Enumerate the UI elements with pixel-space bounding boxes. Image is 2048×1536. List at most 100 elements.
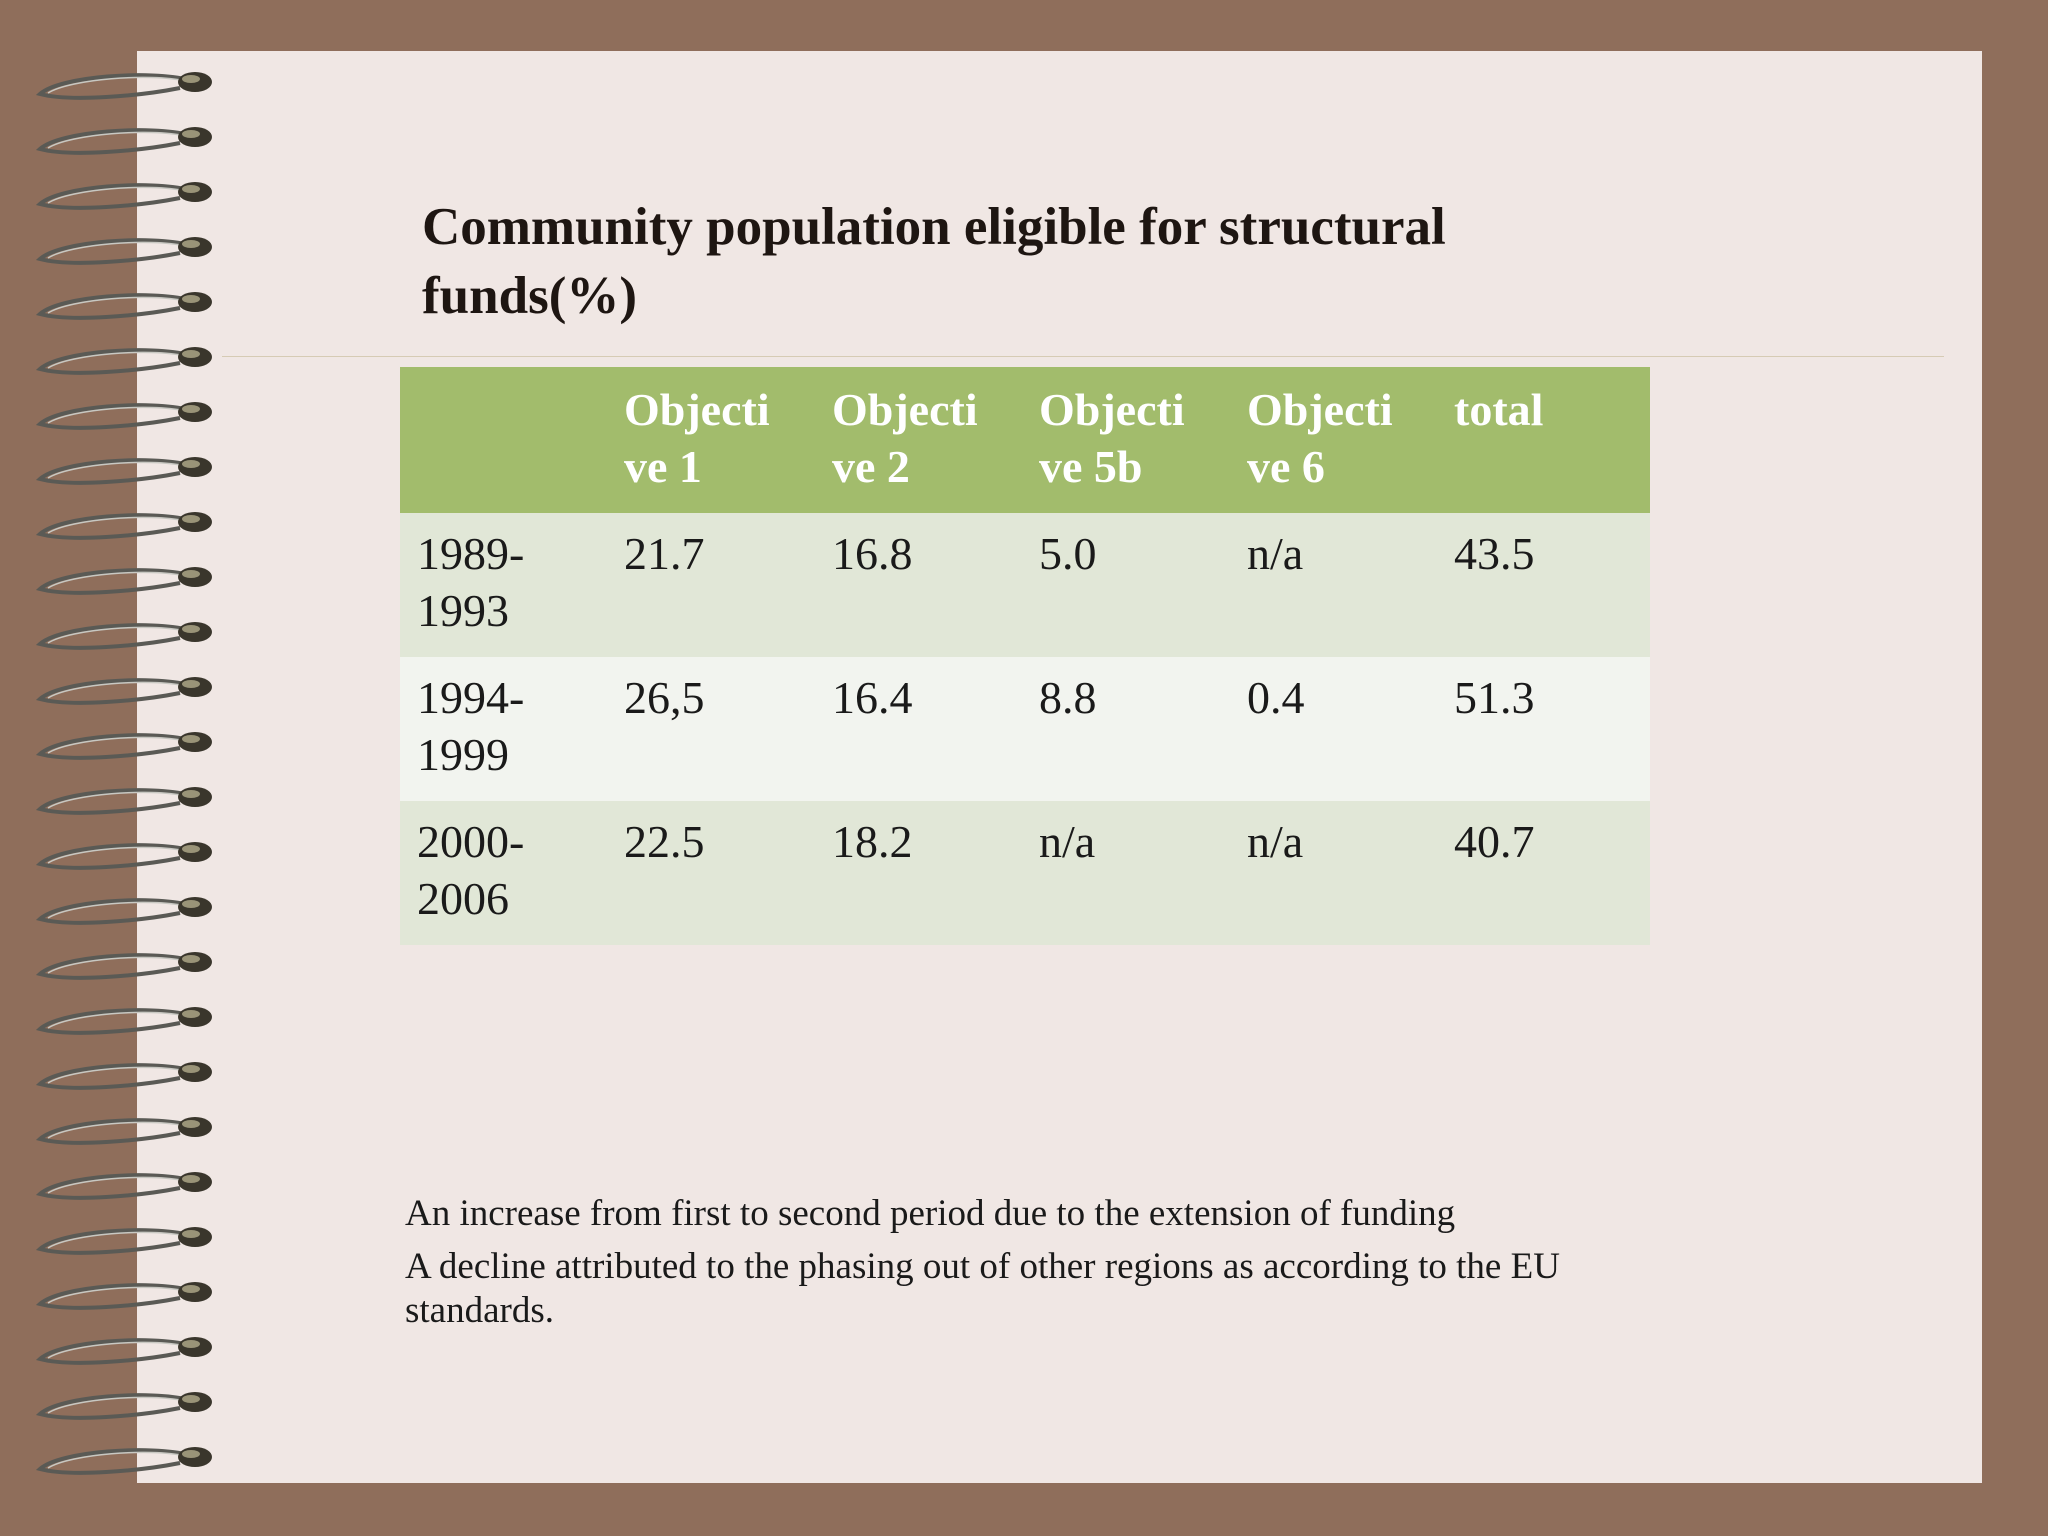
spiral-wire-highlight — [47, 1066, 186, 1084]
spiral-wire-highlight — [47, 296, 186, 314]
spiral-wire-highlight — [47, 1286, 186, 1304]
spiral-wire — [35, 73, 191, 100]
spiral-wire — [35, 403, 191, 430]
binding-hole-shine — [182, 405, 200, 413]
spiral-binding-icon — [35, 72, 212, 1475]
binding-hole-shine — [182, 1285, 200, 1293]
spiral-wire — [35, 1448, 191, 1475]
binding-hole-shine — [182, 790, 200, 798]
header-cell: Objecti ve 1 — [607, 367, 815, 513]
spiral-wire-highlight — [47, 1341, 186, 1359]
spiral-wire — [35, 458, 191, 485]
binding-hole-shine — [182, 130, 200, 138]
table-cell: n/a — [1022, 801, 1230, 945]
slide-title: Community population eligible for struct… — [422, 198, 1446, 325]
spiral-wire-highlight — [47, 241, 186, 259]
binding-hole-shine — [182, 845, 200, 853]
spiral-wire-highlight — [47, 791, 186, 809]
table-row: 1989- 1993 21.7 16.8 5.0 n/a 43.5 — [400, 513, 1650, 657]
spiral-wire-highlight — [47, 571, 186, 589]
spiral-wire-highlight — [47, 901, 186, 919]
spiral-wire — [35, 348, 191, 375]
binding-hole-shine — [182, 185, 200, 193]
period-cell: 1989- 1993 — [400, 513, 607, 657]
notes-block: An increase from first to second period … — [405, 1192, 1665, 1342]
spiral-wire — [35, 898, 191, 925]
spiral-wire-highlight — [47, 516, 186, 534]
note-text: An increase from first to second period … — [405, 1193, 1456, 1234]
spiral-wire — [35, 623, 191, 650]
binding-hole-shine — [182, 570, 200, 578]
table-row: 1994- 1999 26,5 16.4 8.8 0.4 51.3 — [400, 657, 1650, 801]
binding-hole-shine — [182, 240, 200, 248]
spiral-wire-highlight — [47, 131, 186, 149]
binding-hole-shine — [182, 460, 200, 468]
table-cell: 0.4 — [1230, 657, 1437, 801]
binding-hole-shine — [182, 1065, 200, 1073]
table-cell: 21.7 — [607, 513, 815, 657]
binding-hole-shine — [182, 680, 200, 688]
spiral-wire-highlight — [47, 736, 186, 754]
binding-hole-shine — [182, 1230, 200, 1238]
spiral-wire-highlight — [47, 846, 186, 864]
spiral-wire-highlight — [47, 626, 186, 644]
spiral-wire-highlight — [47, 406, 186, 424]
spiral-wire-highlight — [47, 351, 186, 369]
spiral-wire — [35, 238, 191, 265]
table-cell: 51.3 — [1437, 657, 1650, 801]
spiral-wire-highlight — [47, 1231, 186, 1249]
table-cell: 16.8 — [815, 513, 1022, 657]
spiral-wire-highlight — [47, 461, 186, 479]
spiral-wire-highlight — [47, 1396, 186, 1414]
table-cell: n/a — [1230, 513, 1437, 657]
table-header-row: Objecti ve 1 Objecti ve 2 Objecti ve 5b … — [400, 367, 1650, 513]
period-cell: 1994- 1999 — [400, 657, 607, 801]
binding-hole-shine — [182, 1450, 200, 1458]
spiral-wire-highlight — [47, 1011, 186, 1029]
spiral-wire — [35, 293, 191, 320]
header-cell: Objecti ve 2 — [815, 367, 1022, 513]
header-cell: Objecti ve 5b — [1022, 367, 1230, 513]
spiral-wire-highlight — [47, 1451, 186, 1469]
binding-hole-shine — [182, 350, 200, 358]
binding-hole-shine — [182, 1010, 200, 1018]
header-cell — [400, 367, 607, 513]
binding-hole-shine — [182, 1340, 200, 1348]
binding-hole-shine — [182, 75, 200, 83]
binding-hole-shine — [182, 1175, 200, 1183]
note-text: A decline attributed to the phasing out … — [405, 1246, 1560, 1331]
spiral-wire — [35, 678, 191, 705]
spiral-wire-highlight — [47, 956, 186, 974]
spiral-wire — [35, 1338, 191, 1365]
spiral-wire — [35, 1008, 191, 1035]
spiral-wire-highlight — [47, 1176, 186, 1194]
table-row: 2000- 2006 22.5 18.2 n/a n/a 40.7 — [400, 801, 1650, 945]
spiral-wire — [35, 568, 191, 595]
binding-hole-shine — [182, 295, 200, 303]
binding-hole-shine — [182, 900, 200, 908]
spiral-wire — [35, 513, 191, 540]
table-cell: 18.2 — [815, 801, 1022, 945]
spiral-wire — [35, 843, 191, 870]
spiral-wire — [35, 128, 191, 155]
spiral-wire — [35, 1393, 191, 1420]
title-divider — [222, 356, 1944, 357]
table-cell: 26,5 — [607, 657, 815, 801]
binding-hole-shine — [182, 955, 200, 963]
period-cell: 2000- 2006 — [400, 801, 607, 945]
binding-hole-shine — [182, 1120, 200, 1128]
spiral-wire — [35, 1283, 191, 1310]
spiral-wire-highlight — [47, 1121, 186, 1139]
table-cell: 16.4 — [815, 657, 1022, 801]
table-cell: 22.5 — [607, 801, 815, 945]
table-cell: 5.0 — [1022, 513, 1230, 657]
binding-hole-shine — [182, 735, 200, 743]
spiral-wire-highlight — [47, 681, 186, 699]
spiral-wire — [35, 1173, 191, 1200]
header-cell: Objecti ve 6 — [1230, 367, 1437, 513]
header-cell: total — [1437, 367, 1650, 513]
table-cell: 40.7 — [1437, 801, 1650, 945]
spiral-wire-highlight — [47, 76, 186, 94]
spiral-wire — [35, 1063, 191, 1090]
binding-hole-shine — [182, 625, 200, 633]
